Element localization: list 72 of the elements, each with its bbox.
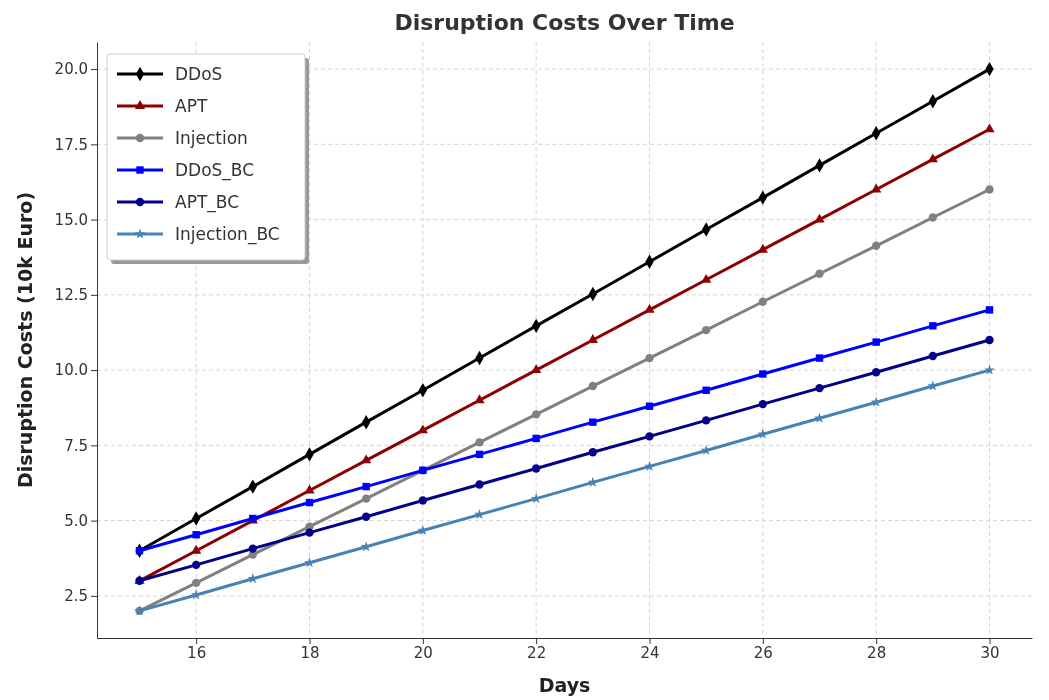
point bbox=[475, 480, 484, 489]
point bbox=[985, 335, 994, 345]
point bbox=[644, 304, 655, 313]
point bbox=[758, 297, 768, 306]
point bbox=[701, 325, 711, 335]
x-axis-title: Days bbox=[538, 674, 591, 696]
point bbox=[361, 512, 371, 521]
x-tick-label: 24 bbox=[640, 643, 660, 662]
point bbox=[645, 432, 654, 441]
y-tick-label: 15.0 bbox=[54, 210, 88, 229]
legend-label: APT_BC bbox=[175, 192, 239, 213]
point bbox=[758, 399, 768, 409]
point bbox=[588, 381, 598, 391]
legend-label: DDoS bbox=[175, 64, 223, 84]
point bbox=[871, 368, 881, 377]
point bbox=[702, 386, 710, 394]
legend-label: DDoS_BC bbox=[175, 160, 255, 181]
point bbox=[871, 183, 882, 193]
point bbox=[191, 578, 201, 588]
y-tick-label: 12.5 bbox=[54, 286, 88, 305]
point bbox=[361, 454, 372, 464]
point bbox=[589, 418, 597, 426]
y-tick-label: 20.0 bbox=[54, 60, 88, 79]
y-tick-label: 17.5 bbox=[54, 135, 88, 154]
point bbox=[531, 364, 542, 374]
y-tick-label: 10.0 bbox=[54, 361, 88, 380]
x-tick-label: 30 bbox=[980, 643, 1000, 662]
point bbox=[645, 353, 654, 363]
point bbox=[871, 241, 881, 250]
y-axis-title: Disruption Costs (10k Euro) bbox=[14, 191, 36, 489]
legend-label: Injection_BC bbox=[175, 224, 280, 245]
chart-title: Disruption Costs Over Time bbox=[394, 10, 735, 35]
x-tick-label: 28 bbox=[867, 643, 887, 662]
point bbox=[985, 306, 994, 314]
point bbox=[191, 544, 202, 554]
legend-label: Injection bbox=[175, 128, 248, 148]
point bbox=[305, 528, 314, 537]
point bbox=[531, 410, 541, 419]
y-tick-label: 7.5 bbox=[64, 436, 88, 455]
point bbox=[474, 394, 485, 404]
point bbox=[872, 338, 880, 346]
point bbox=[984, 123, 995, 133]
point bbox=[928, 351, 938, 361]
legend-label: APT bbox=[175, 96, 208, 116]
point bbox=[928, 213, 938, 222]
point bbox=[588, 448, 598, 457]
point bbox=[701, 416, 711, 425]
point bbox=[531, 464, 541, 473]
x-tick-label: 20 bbox=[413, 643, 433, 662]
point bbox=[985, 185, 994, 194]
point bbox=[814, 213, 825, 223]
point bbox=[759, 370, 767, 378]
point bbox=[815, 269, 824, 278]
point bbox=[191, 560, 201, 570]
point bbox=[532, 434, 540, 443]
point bbox=[815, 383, 824, 393]
x-tick-label: 18 bbox=[300, 643, 320, 662]
y-tick-label: 5.0 bbox=[64, 511, 88, 530]
point bbox=[361, 494, 371, 503]
point bbox=[248, 544, 258, 553]
x-tick-label: 26 bbox=[753, 643, 773, 662]
x-tick-label: 16 bbox=[187, 643, 207, 662]
point bbox=[475, 438, 484, 447]
x-tick-label: 22 bbox=[527, 643, 547, 662]
point bbox=[815, 354, 824, 362]
point bbox=[192, 531, 200, 539]
point bbox=[362, 482, 370, 491]
point bbox=[929, 322, 937, 330]
point bbox=[701, 273, 712, 283]
point bbox=[418, 496, 428, 505]
y-tick-label: 2.5 bbox=[64, 587, 88, 606]
point bbox=[984, 364, 995, 375]
